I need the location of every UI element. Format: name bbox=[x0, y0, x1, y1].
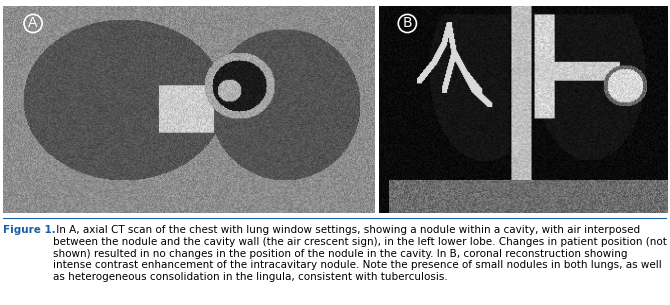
Text: Figure 1.: Figure 1. bbox=[3, 225, 56, 235]
Text: B: B bbox=[403, 16, 412, 30]
Text: A: A bbox=[28, 16, 38, 30]
Text: In A, axial CT scan of the chest with lung window settings, showing a nodule wit: In A, axial CT scan of the chest with lu… bbox=[53, 225, 667, 282]
